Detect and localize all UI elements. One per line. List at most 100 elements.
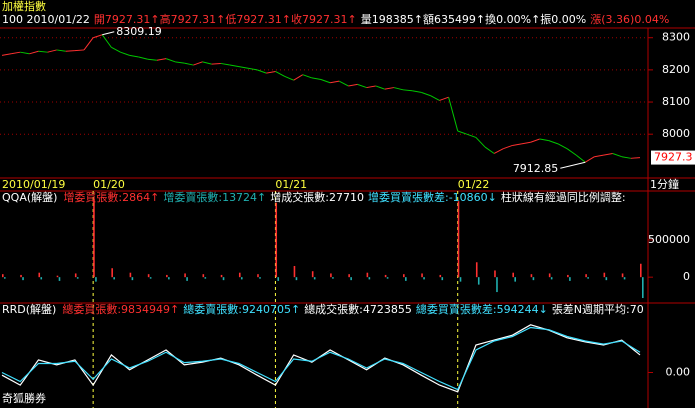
price-segment	[83, 37, 94, 51]
bar	[403, 274, 405, 278]
price-segment	[466, 133, 477, 138]
bar	[386, 277, 389, 279]
price-segment	[175, 61, 185, 64]
bar	[311, 271, 314, 278]
y-tick-label: 0	[683, 270, 690, 283]
price-segment	[120, 51, 130, 56]
bar	[423, 277, 425, 280]
price-segment	[484, 146, 495, 154]
bar	[131, 277, 134, 281]
legend-entry: 總成交張數:4723855	[304, 302, 412, 316]
bar	[4, 277, 6, 279]
price-segment	[29, 50, 39, 55]
brand: 奇狐勝券	[2, 391, 46, 405]
bar	[166, 274, 168, 278]
price-segment	[384, 87, 395, 90]
legend-entry: 總委買張數:9834949↑	[62, 302, 179, 316]
price-segment	[284, 75, 294, 81]
price-segment	[630, 157, 641, 159]
price-segment	[557, 143, 568, 150]
bar	[168, 277, 170, 280]
price-segment	[612, 153, 622, 158]
price-segment	[439, 96, 449, 101]
price-segment	[211, 62, 221, 65]
bar	[603, 272, 606, 278]
bar	[295, 277, 298, 281]
price-segment	[101, 34, 112, 48]
legend-entry: 增委買賣張數差:-10860↓	[368, 190, 497, 204]
price-segment	[275, 71, 285, 77]
price-segment	[393, 87, 404, 91]
price-segment	[448, 97, 459, 132]
bar	[621, 273, 624, 278]
annotation: 7912.85	[513, 162, 559, 175]
bar	[439, 274, 442, 278]
annotation: 8309.19	[116, 25, 162, 38]
price-segment	[503, 144, 513, 150]
price-segment	[330, 80, 340, 84]
annotation-line	[560, 161, 586, 169]
quote-text: 漲(3.36)0.04%	[590, 13, 669, 26]
price-segment	[138, 56, 148, 60]
price-segment	[457, 130, 467, 135]
last-price: 7927.3	[654, 151, 693, 164]
bar	[58, 277, 61, 281]
bar	[38, 272, 41, 278]
price-segment	[247, 67, 258, 71]
price-segment	[493, 148, 504, 154]
price-segment	[430, 95, 440, 101]
bar	[313, 277, 316, 280]
x-tick-label: 01/22	[458, 178, 490, 191]
price-segment	[11, 51, 21, 55]
bar	[567, 274, 569, 278]
panel-name: QQA(解盤)	[2, 190, 57, 204]
annotation-line	[102, 31, 115, 36]
bar	[640, 263, 642, 278]
bar	[441, 277, 444, 281]
series-line	[1, 324, 641, 393]
bar	[587, 277, 589, 279]
price-segment	[74, 49, 85, 52]
bar	[204, 277, 207, 279]
price-segment	[156, 58, 167, 61]
bar	[623, 277, 626, 280]
bar	[494, 270, 496, 278]
bar	[20, 274, 22, 278]
price-segment	[412, 90, 422, 93]
price-segment	[238, 66, 249, 69]
price-segment	[621, 156, 631, 159]
bar	[202, 274, 205, 278]
bar	[147, 274, 150, 278]
legend-entry: 張差N週期平均:70	[552, 302, 644, 316]
price-segment	[402, 89, 413, 92]
price-segment	[20, 51, 30, 55]
bar	[111, 268, 113, 278]
bar	[129, 272, 132, 278]
bar	[238, 272, 241, 278]
price-segment	[47, 49, 57, 53]
price-segment	[92, 34, 103, 39]
bar	[457, 201, 460, 278]
bar	[22, 277, 24, 281]
bar	[40, 277, 43, 280]
quote-text: 量198385↑額635499↑換0.00%↑振0.00%	[361, 12, 587, 26]
bar	[585, 274, 587, 278]
bar	[149, 277, 152, 279]
x-tick-label: 01/21	[275, 178, 307, 191]
y-tick-label: 500000	[648, 233, 690, 246]
quote-text: 100 2010/01/22	[2, 13, 90, 26]
y-tick-label: 8300	[662, 31, 690, 44]
last-price-box	[651, 150, 695, 165]
price-segment	[38, 50, 48, 53]
bar	[569, 277, 571, 281]
bar	[257, 274, 259, 278]
price-segment	[1, 53, 12, 56]
bar	[366, 272, 369, 278]
price-segment	[585, 156, 595, 163]
app-title: 加權指數	[2, 0, 46, 13]
bar	[76, 277, 79, 279]
bar	[550, 277, 553, 280]
y-tick-label: 8000	[662, 127, 690, 140]
price-segment	[202, 61, 212, 65]
